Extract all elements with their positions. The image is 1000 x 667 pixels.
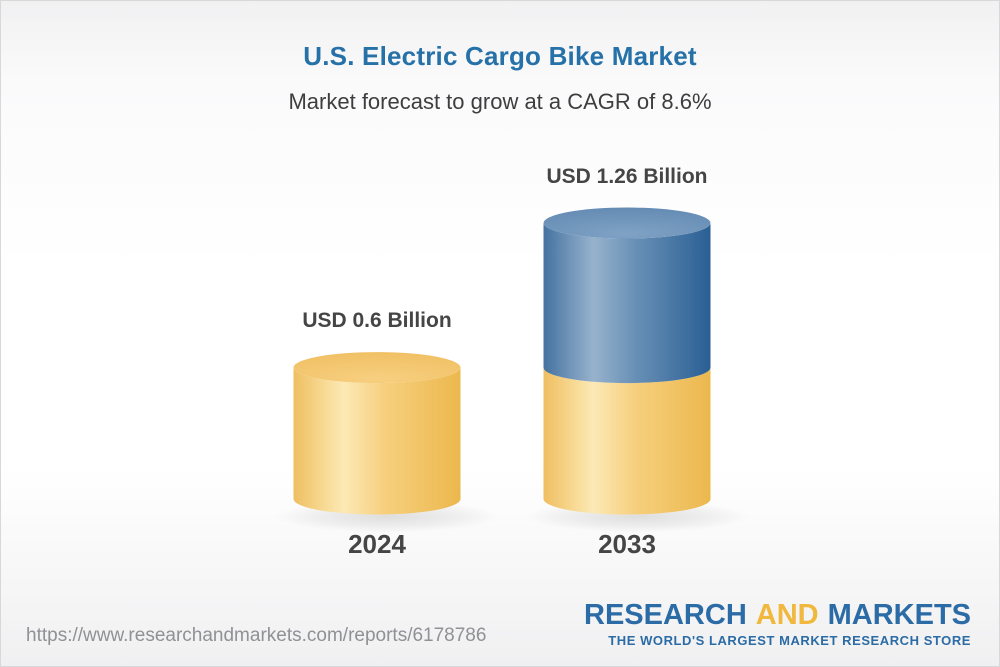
logo-wordmark: RESEARCH AND MARKETS <box>584 601 971 630</box>
research-and-markets-logo: RESEARCH AND MARKETS THE WORLD'S LARGEST M… <box>584 601 971 649</box>
logo-word-and: AND <box>755 599 819 631</box>
chart-title: U.S. Electric Cargo Bike Market <box>303 41 697 71</box>
cylinder-2033-growth-to-2033 <box>543 223 711 384</box>
chart-subtitle: Market forecast to grow at a CAGR of 8.6… <box>288 89 712 114</box>
logo-word-research: RESEARCH <box>584 599 747 631</box>
logo-word-markets: MARKETS <box>827 599 971 631</box>
cylinder-top-2024 <box>293 352 461 384</box>
category-label-2033: 2033 <box>598 529 656 559</box>
value-label-2033: USD 1.26 Billion <box>546 164 708 188</box>
cylinder-2024-market-size-2024 <box>293 367 461 515</box>
report-url: https://www.researchandmarkets.com/repor… <box>26 625 487 646</box>
cylinder-top-2033 <box>543 207 711 239</box>
value-label-2024: USD 0.6 Billion <box>302 309 452 333</box>
logo-tagline: THE WORLD'S LARGEST MARKET RESEARCH STOR… <box>608 633 971 648</box>
category-label-2024: 2024 <box>348 529 406 559</box>
cylinder-2033-base-2024-value <box>543 367 711 515</box>
